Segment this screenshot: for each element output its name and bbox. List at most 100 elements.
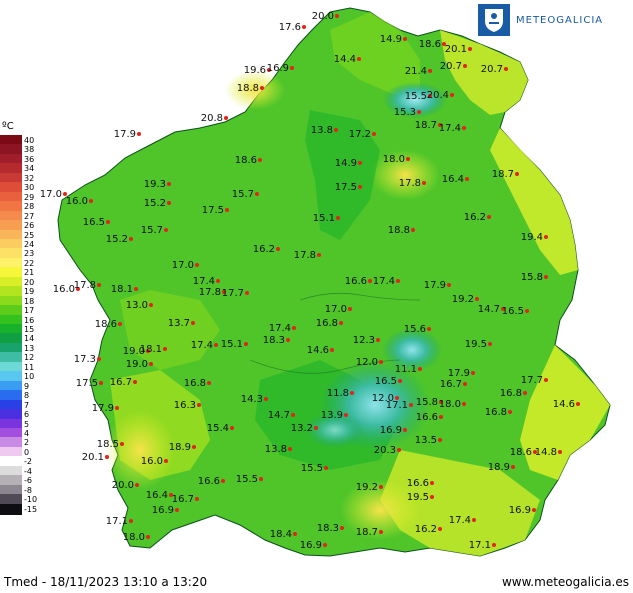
weather-station[interactable]: 13.8 (311, 125, 338, 136)
weather-station[interactable]: 17.8 (199, 287, 226, 298)
weather-station[interactable]: 20.1 (82, 452, 109, 463)
weather-station[interactable]: 19.5 (465, 339, 492, 350)
weather-station[interactable]: 18.0 (383, 154, 410, 165)
weather-station[interactable]: 17.5 (76, 378, 103, 389)
weather-station[interactable]: 18.8 (388, 225, 415, 236)
weather-station[interactable]: 18.9 (169, 442, 196, 453)
weather-station[interactable]: 14.7 (478, 304, 505, 315)
weather-station[interactable]: 12.3 (353, 335, 380, 346)
weather-station[interactable]: 18.9 (488, 462, 515, 473)
weather-station[interactable]: 16.2 (464, 212, 491, 223)
weather-station[interactable]: 14.4 (334, 54, 361, 65)
weather-station[interactable]: 19.2 (356, 482, 383, 493)
weather-station[interactable]: 13.0 (126, 300, 153, 311)
weather-station[interactable]: 19.5 (407, 492, 434, 503)
weather-station[interactable]: 17.4 (269, 323, 296, 334)
weather-station[interactable]: 13.8 (265, 444, 292, 455)
weather-station[interactable]: 18.7 (415, 120, 442, 131)
weather-station[interactable]: 16.4 (442, 174, 469, 185)
weather-station[interactable]: 18.6 (235, 155, 262, 166)
weather-station[interactable]: 16.9 (267, 63, 294, 74)
weather-station[interactable]: 12.0 (356, 357, 383, 368)
weather-station[interactable]: 17.1 (106, 516, 133, 527)
weather-station[interactable]: 17.7 (222, 288, 249, 299)
weather-station[interactable]: 15.5 (236, 474, 263, 485)
weather-station[interactable]: 16.6 (198, 476, 225, 487)
weather-station[interactable]: 18.7 (492, 169, 519, 180)
weather-station[interactable]: 16.5 (375, 376, 402, 387)
weather-station[interactable]: 16.9 (380, 425, 407, 436)
weather-station[interactable]: 18.6 (95, 319, 122, 330)
weather-station[interactable]: 19.2 (452, 294, 479, 305)
weather-station[interactable]: 18.6 (419, 39, 446, 50)
weather-station[interactable]: 20.7 (440, 61, 467, 72)
weather-station[interactable]: 15.1 (313, 213, 340, 224)
weather-station[interactable]: 15.8 (521, 272, 548, 283)
weather-station[interactable]: 15.1 (221, 339, 248, 350)
weather-station[interactable]: 17.8 (294, 250, 321, 261)
weather-station[interactable]: 16.0 (141, 456, 168, 467)
weather-station[interactable]: 20.0 (112, 480, 139, 491)
weather-station[interactable]: 16.4 (146, 490, 173, 501)
weather-station[interactable]: 13.2 (291, 423, 318, 434)
weather-station[interactable]: 17.9 (114, 129, 141, 140)
weather-station[interactable]: 11.8 (327, 388, 354, 399)
weather-station[interactable]: 20.3 (374, 445, 401, 456)
weather-station[interactable]: 16.7 (110, 377, 137, 388)
weather-station[interactable]: 16.9 (152, 505, 179, 516)
weather-station[interactable]: 15.5 (301, 463, 328, 474)
weather-station[interactable]: 16.6 (345, 276, 372, 287)
weather-station[interactable]: 16.8 (500, 388, 527, 399)
weather-station[interactable]: 14.9 (335, 158, 362, 169)
weather-station[interactable]: 19.0 (123, 346, 150, 357)
weather-station[interactable]: 16.0 (66, 196, 93, 207)
weather-station[interactable]: 17.4 (373, 276, 400, 287)
weather-station[interactable]: 14.6 (307, 345, 334, 356)
weather-station[interactable]: 21.4 (405, 66, 432, 77)
weather-station[interactable]: 18.4 (270, 529, 297, 540)
weather-station[interactable]: 16.6 (416, 412, 443, 423)
weather-station[interactable]: 18.3 (317, 523, 344, 534)
weather-station[interactable]: 17.1 (386, 400, 413, 411)
weather-station[interactable]: 14.3 (241, 394, 268, 405)
weather-station[interactable]: 16.7 (440, 379, 467, 390)
weather-station[interactable]: 17.5 (335, 182, 362, 193)
weather-station[interactable]: 15.2 (106, 234, 133, 245)
weather-station[interactable]: 19.0 (126, 359, 153, 370)
weather-station[interactable]: 15.7 (141, 225, 168, 236)
weather-station[interactable]: 15.2 (144, 198, 171, 209)
weather-station[interactable]: 18.5 (97, 439, 124, 450)
weather-station[interactable]: 16.8 (184, 378, 211, 389)
weather-station[interactable]: 18.8 (237, 83, 264, 94)
weather-station[interactable]: 19.4 (521, 232, 548, 243)
weather-station[interactable]: 17.9 (92, 403, 119, 414)
weather-station[interactable]: 20.7 (481, 64, 508, 75)
weather-station[interactable]: 18.0 (123, 532, 150, 543)
weather-station[interactable]: 17.7 (521, 375, 548, 386)
weather-station[interactable]: 17.6 (279, 22, 306, 33)
weather-station[interactable]: 14.6 (553, 399, 580, 410)
weather-station[interactable]: 18.0 (439, 399, 466, 410)
weather-station[interactable]: 17.4 (449, 515, 476, 526)
weather-station[interactable]: 16.5 (502, 306, 529, 317)
weather-station[interactable]: 17.5 (202, 205, 229, 216)
weather-station[interactable]: 19.6 (244, 65, 271, 76)
weather-station[interactable]: 11.1 (395, 364, 422, 375)
weather-station[interactable]: 15.8 (416, 397, 443, 408)
weather-station[interactable]: 17.0 (325, 304, 352, 315)
weather-station[interactable]: 18.1 (140, 344, 167, 355)
weather-station[interactable]: 16.8 (485, 407, 512, 418)
weather-station[interactable]: 13.7 (168, 318, 195, 329)
weather-station[interactable]: 18.6 (510, 447, 537, 458)
website-link[interactable]: www.meteogalicia.es (501, 575, 629, 589)
weather-station[interactable]: 16.8 (316, 318, 343, 329)
weather-station[interactable]: 16.5 (83, 217, 110, 228)
weather-station[interactable]: 16.2 (253, 244, 280, 255)
weather-station[interactable]: 17.3 (74, 354, 101, 365)
weather-station[interactable]: 17.9 (448, 368, 475, 379)
weather-station[interactable]: 17.8 (399, 178, 426, 189)
weather-station[interactable]: 20.4 (427, 90, 454, 101)
weather-station[interactable]: 20.8 (201, 113, 228, 124)
weather-station[interactable]: 16.6 (407, 478, 434, 489)
weather-station[interactable]: 13.9 (321, 410, 348, 421)
